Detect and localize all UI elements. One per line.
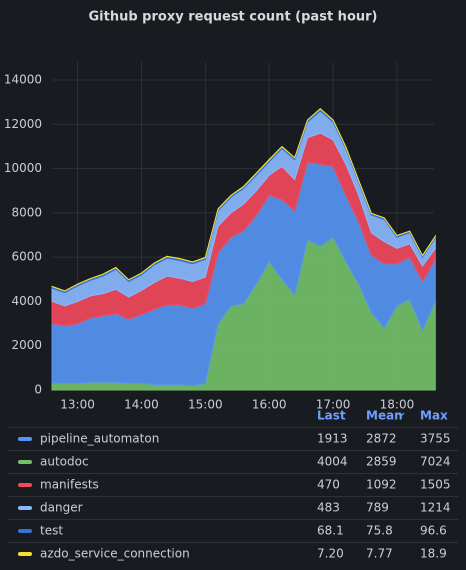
legend-stat: 75.8 [366,524,393,538]
y-tick-label: 6000 [11,250,42,264]
x-tick-label: 18:00 [380,398,415,412]
panel-title: Github proxy request count (past hour) [89,10,378,25]
legend-header[interactable]: Mean [366,409,403,423]
legend-swatch [18,506,32,510]
legend-stat: 68.1 [317,524,344,538]
x-tick-label: 14:00 [124,398,159,412]
x-tick-label: 13:00 [60,398,95,412]
legend-stat: 18.9 [420,547,447,561]
y-tick-label: 2000 [11,338,42,352]
y-tick-label: 12000 [4,117,42,131]
y-tick-label: 10000 [4,161,42,175]
sort-icon [397,412,405,417]
area [51,108,436,292]
legend-swatch [18,529,32,533]
y-tick-label: 0 [34,383,42,397]
legend-header: Max [420,409,448,423]
legend-stat: 7.20 [317,547,344,561]
legend-header: Last [317,409,346,423]
legend-swatch [18,437,32,441]
legend-name[interactable]: pipeline_automaton [40,432,159,446]
legend-swatch [18,483,32,487]
y-tick-label: 4000 [11,294,42,308]
legend-stat: 1505 [420,478,451,492]
x-tick-label: 15:00 [188,398,223,412]
legend-name[interactable]: autodoc [40,455,89,469]
legend-name[interactable]: manifests [40,478,99,492]
legend-stat: 7024 [420,455,451,469]
legend-stat: 1214 [420,501,451,515]
legend-stat: 3755 [420,432,451,446]
y-tick-label: 8000 [11,205,42,219]
legend-stat: 7.77 [366,547,393,561]
legend-swatch [18,460,32,464]
legend-stat: 1913 [317,432,348,446]
legend-name[interactable]: test [40,524,63,538]
legend-stat: 789 [366,501,389,515]
x-tick-label: 16:00 [252,398,287,412]
legend-stat: 96.6 [420,524,447,538]
legend-stat: 483 [317,501,340,515]
legend-stat: 470 [317,478,340,492]
legend-stat: 2872 [366,432,397,446]
legend-stat: 1092 [366,478,397,492]
x-tick-label: 17:00 [316,398,351,412]
legend-stat: 4004 [317,455,348,469]
y-tick-label: 14000 [4,73,42,87]
legend-stat: 2859 [366,455,397,469]
legend-swatch [18,552,32,556]
legend-name[interactable]: danger [40,501,83,515]
legend-name[interactable]: azdo_service_connection [40,547,190,561]
